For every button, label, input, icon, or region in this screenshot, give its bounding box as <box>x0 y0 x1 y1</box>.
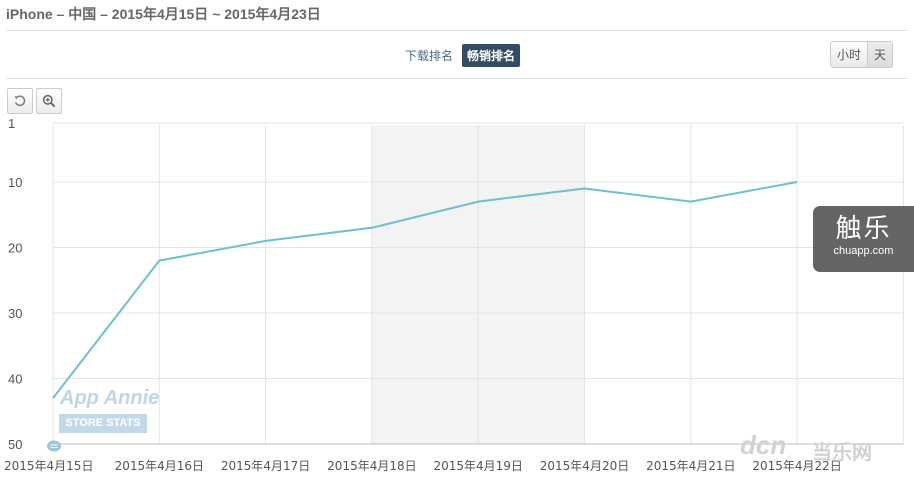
x-tick-label: 2015年4月15日 <box>4 459 93 473</box>
chuapp-badge: 触乐 chuapp.com <box>813 206 914 272</box>
divider <box>6 78 908 79</box>
y-tick-label: 40 <box>8 371 22 386</box>
period-hour-button[interactable]: 小时 <box>831 42 868 67</box>
x-tick-label: 2015年4月20日 <box>540 459 629 473</box>
period-switch: 小时 天 <box>830 41 894 68</box>
y-tick-label: 1 <box>8 116 15 131</box>
x-tick-label: 2015年4月17日 <box>221 459 310 473</box>
reset-zoom-button[interactable] <box>7 88 33 114</box>
y-tick-label: 10 <box>8 175 22 190</box>
tab-download-rank[interactable]: 下载排名 <box>405 49 454 63</box>
zoom-in-button[interactable] <box>36 88 62 114</box>
x-tick-label: 2015年4月21日 <box>646 459 735 473</box>
chart-toolbar <box>7 88 62 114</box>
y-tick-label: 50 <box>8 437 22 452</box>
zoom-in-icon <box>42 94 56 108</box>
x-tick-label: 2015年4月18日 <box>327 459 416 473</box>
annotation-flag-icon[interactable] <box>46 440 62 454</box>
divider <box>6 30 908 31</box>
dcn-cn-watermark: 当乐网 <box>812 442 872 464</box>
ranking-tabs: 下载排名 畅销排名 <box>400 44 521 67</box>
x-tick-label: 2015年4月16日 <box>115 459 204 473</box>
dcn-watermark: dcn <box>740 430 787 460</box>
y-tick-label: 30 <box>8 306 22 321</box>
app-annie-watermark: App Annie <box>60 387 160 409</box>
store-stats-watermark: STORE STATS <box>59 414 147 433</box>
period-day-button[interactable]: 天 <box>867 42 893 67</box>
page-title: iPhone – 中国 – 2015年4月15日 ~ 2015年4月23日 <box>6 6 321 22</box>
chuapp-logo-text: 触乐 <box>835 214 892 244</box>
series-line <box>52 181 798 399</box>
chuapp-url: chuapp.com <box>833 245 894 257</box>
x-tick-label: 2015年4月22日 <box>752 459 841 473</box>
x-tick-label: 2015年4月19日 <box>433 459 522 473</box>
reset-zoom-icon <box>14 95 26 107</box>
y-tick-label: 20 <box>8 240 22 255</box>
tab-grossing-rank[interactable]: 畅销排名 <box>462 44 521 67</box>
